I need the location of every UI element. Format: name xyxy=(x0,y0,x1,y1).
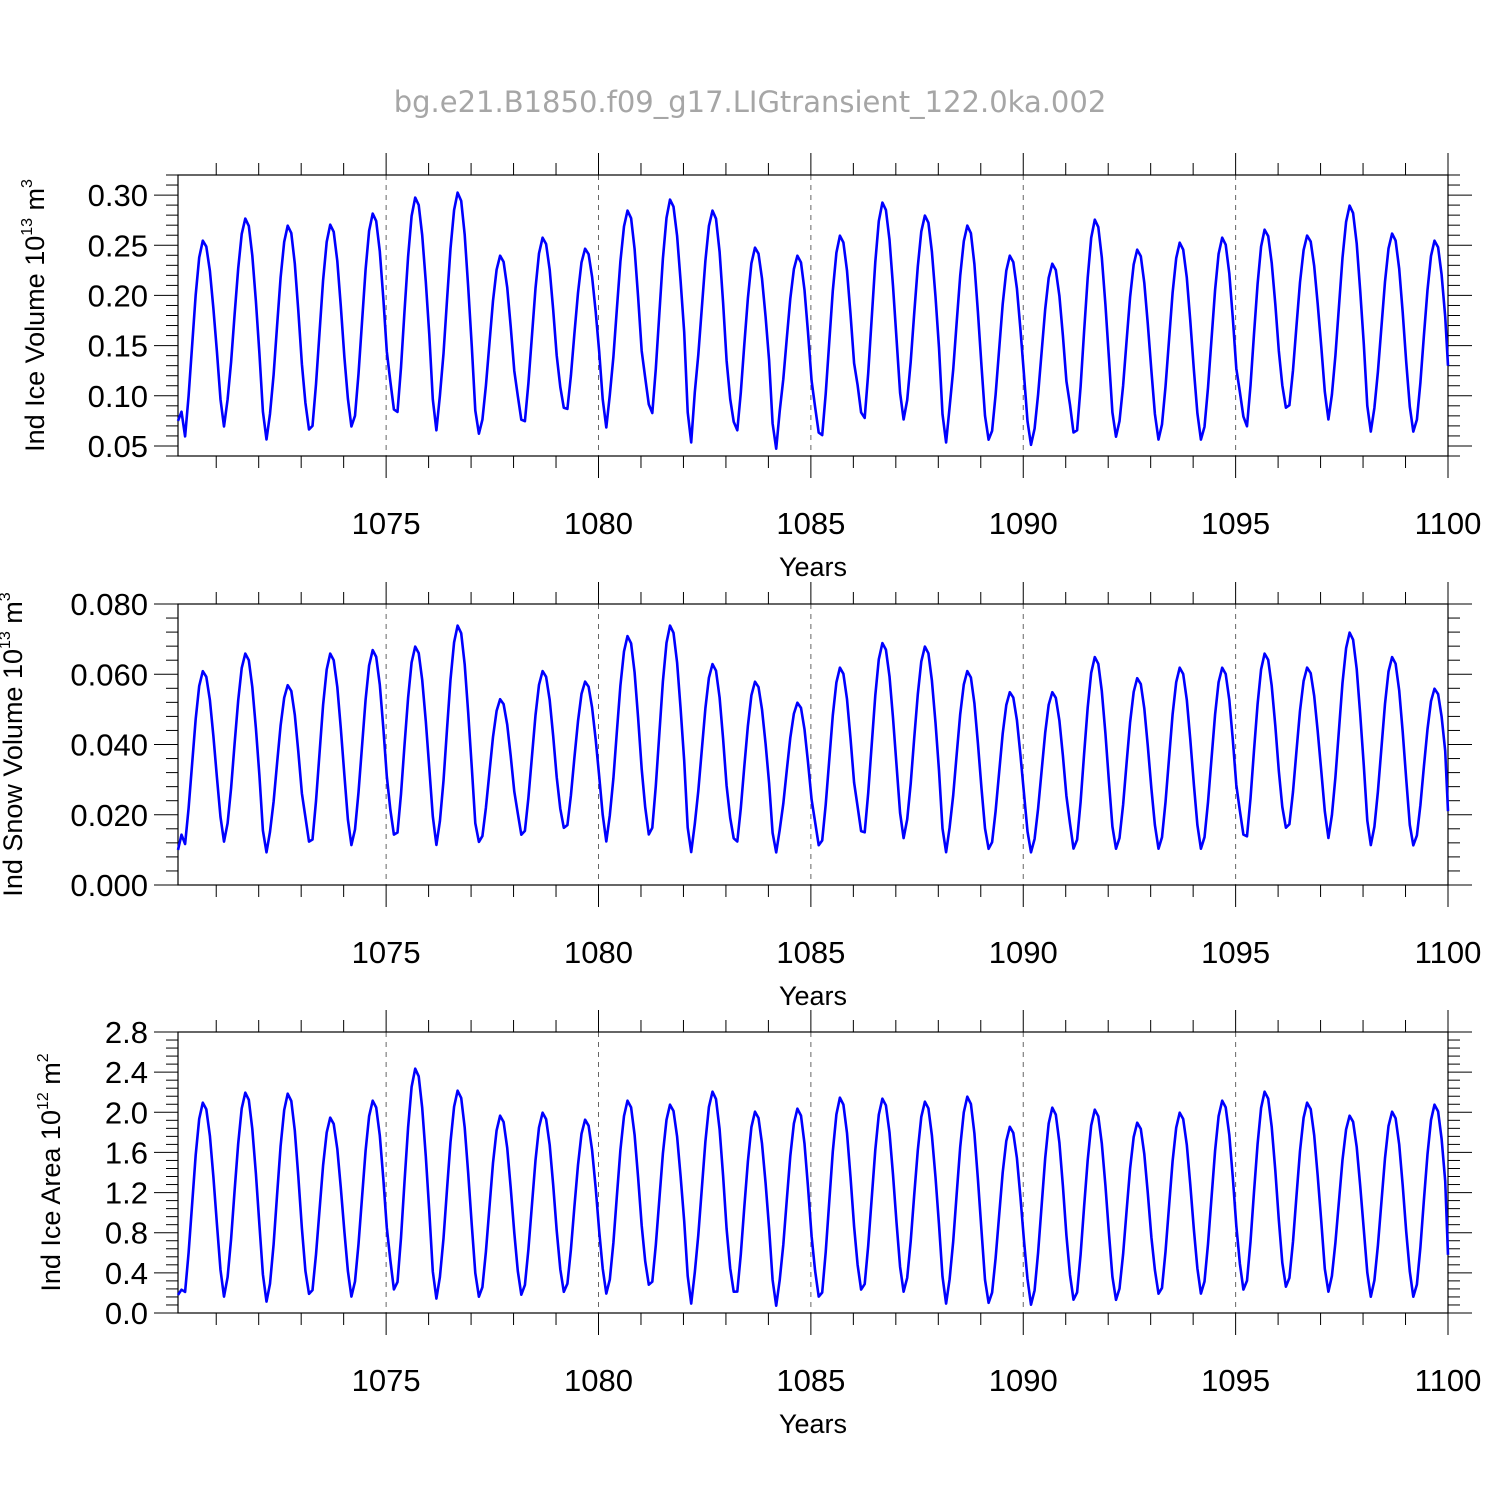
x-tick-label: 1100 xyxy=(1415,1363,1482,1398)
x-tick-label: 1090 xyxy=(989,506,1058,541)
x-tick-label: 1095 xyxy=(1201,506,1270,541)
y-tick-label: 2.8 xyxy=(105,1015,148,1050)
y-tick-label: 0.25 xyxy=(88,228,148,263)
x-tick-label: 1095 xyxy=(1201,935,1270,970)
x-tick-label: 1075 xyxy=(352,935,421,970)
plot-frame xyxy=(177,1031,1449,1314)
series-line xyxy=(176,1067,1450,1307)
chart-title: bg.e21.B1850.f09_g17.LIGtransient_122.0k… xyxy=(394,85,1107,119)
series-line xyxy=(176,624,1450,854)
y-tick-label: 0.000 xyxy=(70,868,148,903)
x-tick-label: 1100 xyxy=(1415,935,1482,970)
x-tick-label: 1100 xyxy=(1415,506,1482,541)
x-tick-label: 1085 xyxy=(776,506,845,541)
x-tick-label: 1075 xyxy=(352,1363,421,1398)
x-tick-label: 1080 xyxy=(564,935,633,970)
plot-frame xyxy=(177,174,1449,457)
x-tick-label: 1080 xyxy=(564,1363,633,1398)
x-tick-label: 1090 xyxy=(989,935,1058,970)
y-tick-label: 0.15 xyxy=(88,329,148,364)
chart-panels: 0.05 0.10 0.15 0.20 0.25 0.30 1075 1080 1085 1090… xyxy=(0,153,1481,1439)
y-tick-label: 2.0 xyxy=(105,1095,148,1130)
x-axis-label: Years xyxy=(779,1409,847,1439)
plot-frame xyxy=(177,603,1449,886)
y-tick-label: 0.05 xyxy=(88,429,148,464)
y-tick-label: 0.020 xyxy=(70,798,148,833)
x-tick-label: 1085 xyxy=(776,1363,845,1398)
y-tick-label: 1.2 xyxy=(105,1176,148,1211)
y-tick-label: 0.060 xyxy=(70,657,148,692)
x-tick-label: 1095 xyxy=(1201,1363,1270,1398)
x-tick-label: 1075 xyxy=(352,506,421,541)
y-tick-label: 0.040 xyxy=(70,728,148,763)
y-tick-label: 0.8 xyxy=(105,1216,148,1251)
panel-2: 0.000 0.020 0.040 0.060 0.080 1075 1080 1085 109… xyxy=(0,582,1481,1011)
series-line xyxy=(176,191,1450,450)
x-tick-label: 1080 xyxy=(564,506,633,541)
panel-3: 0.0 0.4 0.8 1.2 1.6 2.0 2.4 2.8 1075 1080 1085 1090… xyxy=(35,1010,1481,1439)
y-tick-label: 1.6 xyxy=(105,1135,148,1170)
y-tick-label: 0.4 xyxy=(105,1256,148,1291)
y-tick-label: 2.4 xyxy=(105,1055,148,1090)
x-axis-label: Years xyxy=(779,552,847,582)
y-tick-label: 0.30 xyxy=(88,178,148,213)
y-tick-label: 0.0 xyxy=(105,1296,148,1331)
y-axis-label: Ind Snow Volume 1013 m3 xyxy=(0,592,28,896)
y-axis-label: Ind Ice Volume 1013 m3 xyxy=(19,179,50,452)
x-axis-label: Years xyxy=(779,981,847,1011)
x-tick-label: 1085 xyxy=(776,935,845,970)
y-tick-label: 0.10 xyxy=(88,379,148,414)
y-tick-label: 0.20 xyxy=(88,278,148,313)
y-tick-label: 0.080 xyxy=(70,587,148,622)
y-axis-label: Ind Ice Area 1012 m2 xyxy=(35,1053,66,1291)
x-tick-label: 1090 xyxy=(989,1363,1058,1398)
panel-1: 0.05 0.10 0.15 0.20 0.25 0.30 1075 1080 1085 1090… xyxy=(19,153,1481,582)
